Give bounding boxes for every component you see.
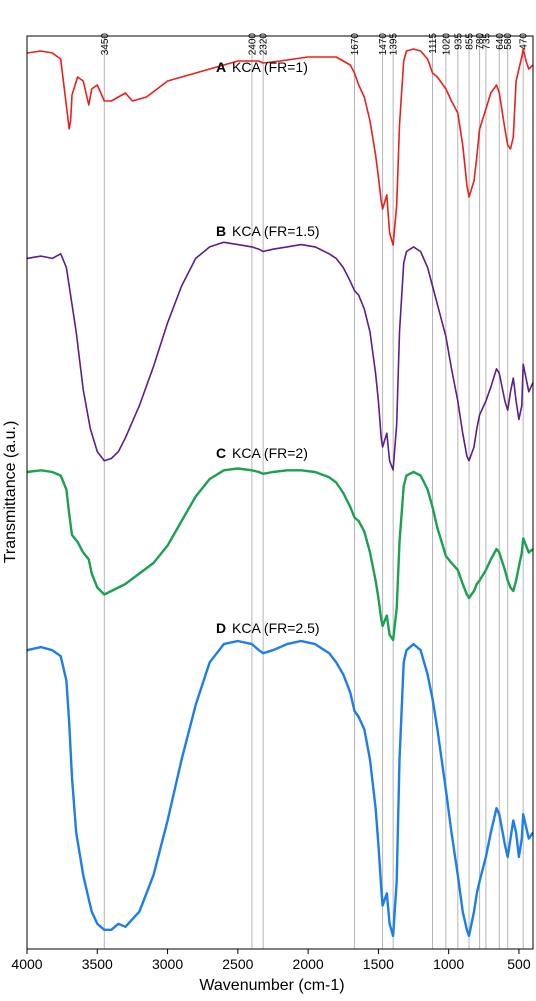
- peak-label-1115: 1115: [428, 33, 439, 54]
- series-letter-c: C: [216, 445, 226, 461]
- series-line-c: [26, 467, 534, 642]
- peak-label-1020: 1020: [441, 33, 452, 56]
- series-letter-a: A: [216, 59, 226, 75]
- x-tick-label-3000: 3000: [152, 956, 183, 972]
- series-letter-b: B: [216, 223, 226, 239]
- peak-label-935: 935: [453, 33, 464, 50]
- x-tick-label-2500: 2500: [222, 956, 253, 972]
- peak-label-3450: 3450: [100, 33, 111, 56]
- x-tick-label-500: 500: [507, 956, 531, 972]
- series-name-a: KCA (FR=1): [232, 59, 308, 75]
- peak-label-1395: 1395: [389, 33, 400, 56]
- peak-label-735: 735: [481, 33, 492, 50]
- peak-label-470: 470: [519, 33, 530, 50]
- x-tick-label-4000: 4000: [11, 956, 42, 972]
- x-axis-ticks: 4000 3500 3000 2500 2000 1500 1000 500: [11, 949, 531, 972]
- series-line-a: [26, 48, 534, 246]
- peak-label-2320: 2320: [259, 33, 270, 56]
- series-labels: A KCA (FR=1) B KCA (FR=1.5) C KCA (FR=2) D KCA …: [216, 59, 320, 636]
- x-tick-label-1000: 1000: [433, 956, 464, 972]
- x-axis-title: Wavenumber (cm-1): [199, 977, 344, 994]
- peak-label-1670: 1670: [350, 33, 361, 56]
- x-tick-label-2000: 2000: [293, 956, 324, 972]
- x-tick-label-1500: 1500: [363, 956, 394, 972]
- series-line-b: [26, 241, 534, 471]
- peak-label-2400: 2400: [247, 33, 258, 56]
- reference-lines: [103, 36, 524, 949]
- series-line-d: [26, 639, 534, 938]
- spectra: [26, 48, 534, 938]
- peak-label-580: 580: [503, 33, 514, 50]
- peak-label-855: 855: [465, 33, 476, 50]
- peak-labels: 3450 2400 2320 1670 1470 1395 1115 1020 935 855 78…: [100, 33, 530, 56]
- series-letter-d: D: [216, 620, 226, 636]
- x-tick-label-3500: 3500: [82, 956, 113, 972]
- peak-label-640: 640: [495, 33, 506, 50]
- series-name-d: KCA (FR=2.5): [232, 620, 320, 636]
- series-name-c: KCA (FR=2): [232, 445, 308, 461]
- plot-frame: [26, 35, 534, 950]
- y-axis-title: Transmittance (a.u.): [2, 421, 19, 564]
- series-name-b: KCA (FR=1.5): [232, 223, 320, 239]
- peak-label-1470: 1470: [378, 33, 389, 56]
- peak-label-780: 780: [475, 33, 486, 50]
